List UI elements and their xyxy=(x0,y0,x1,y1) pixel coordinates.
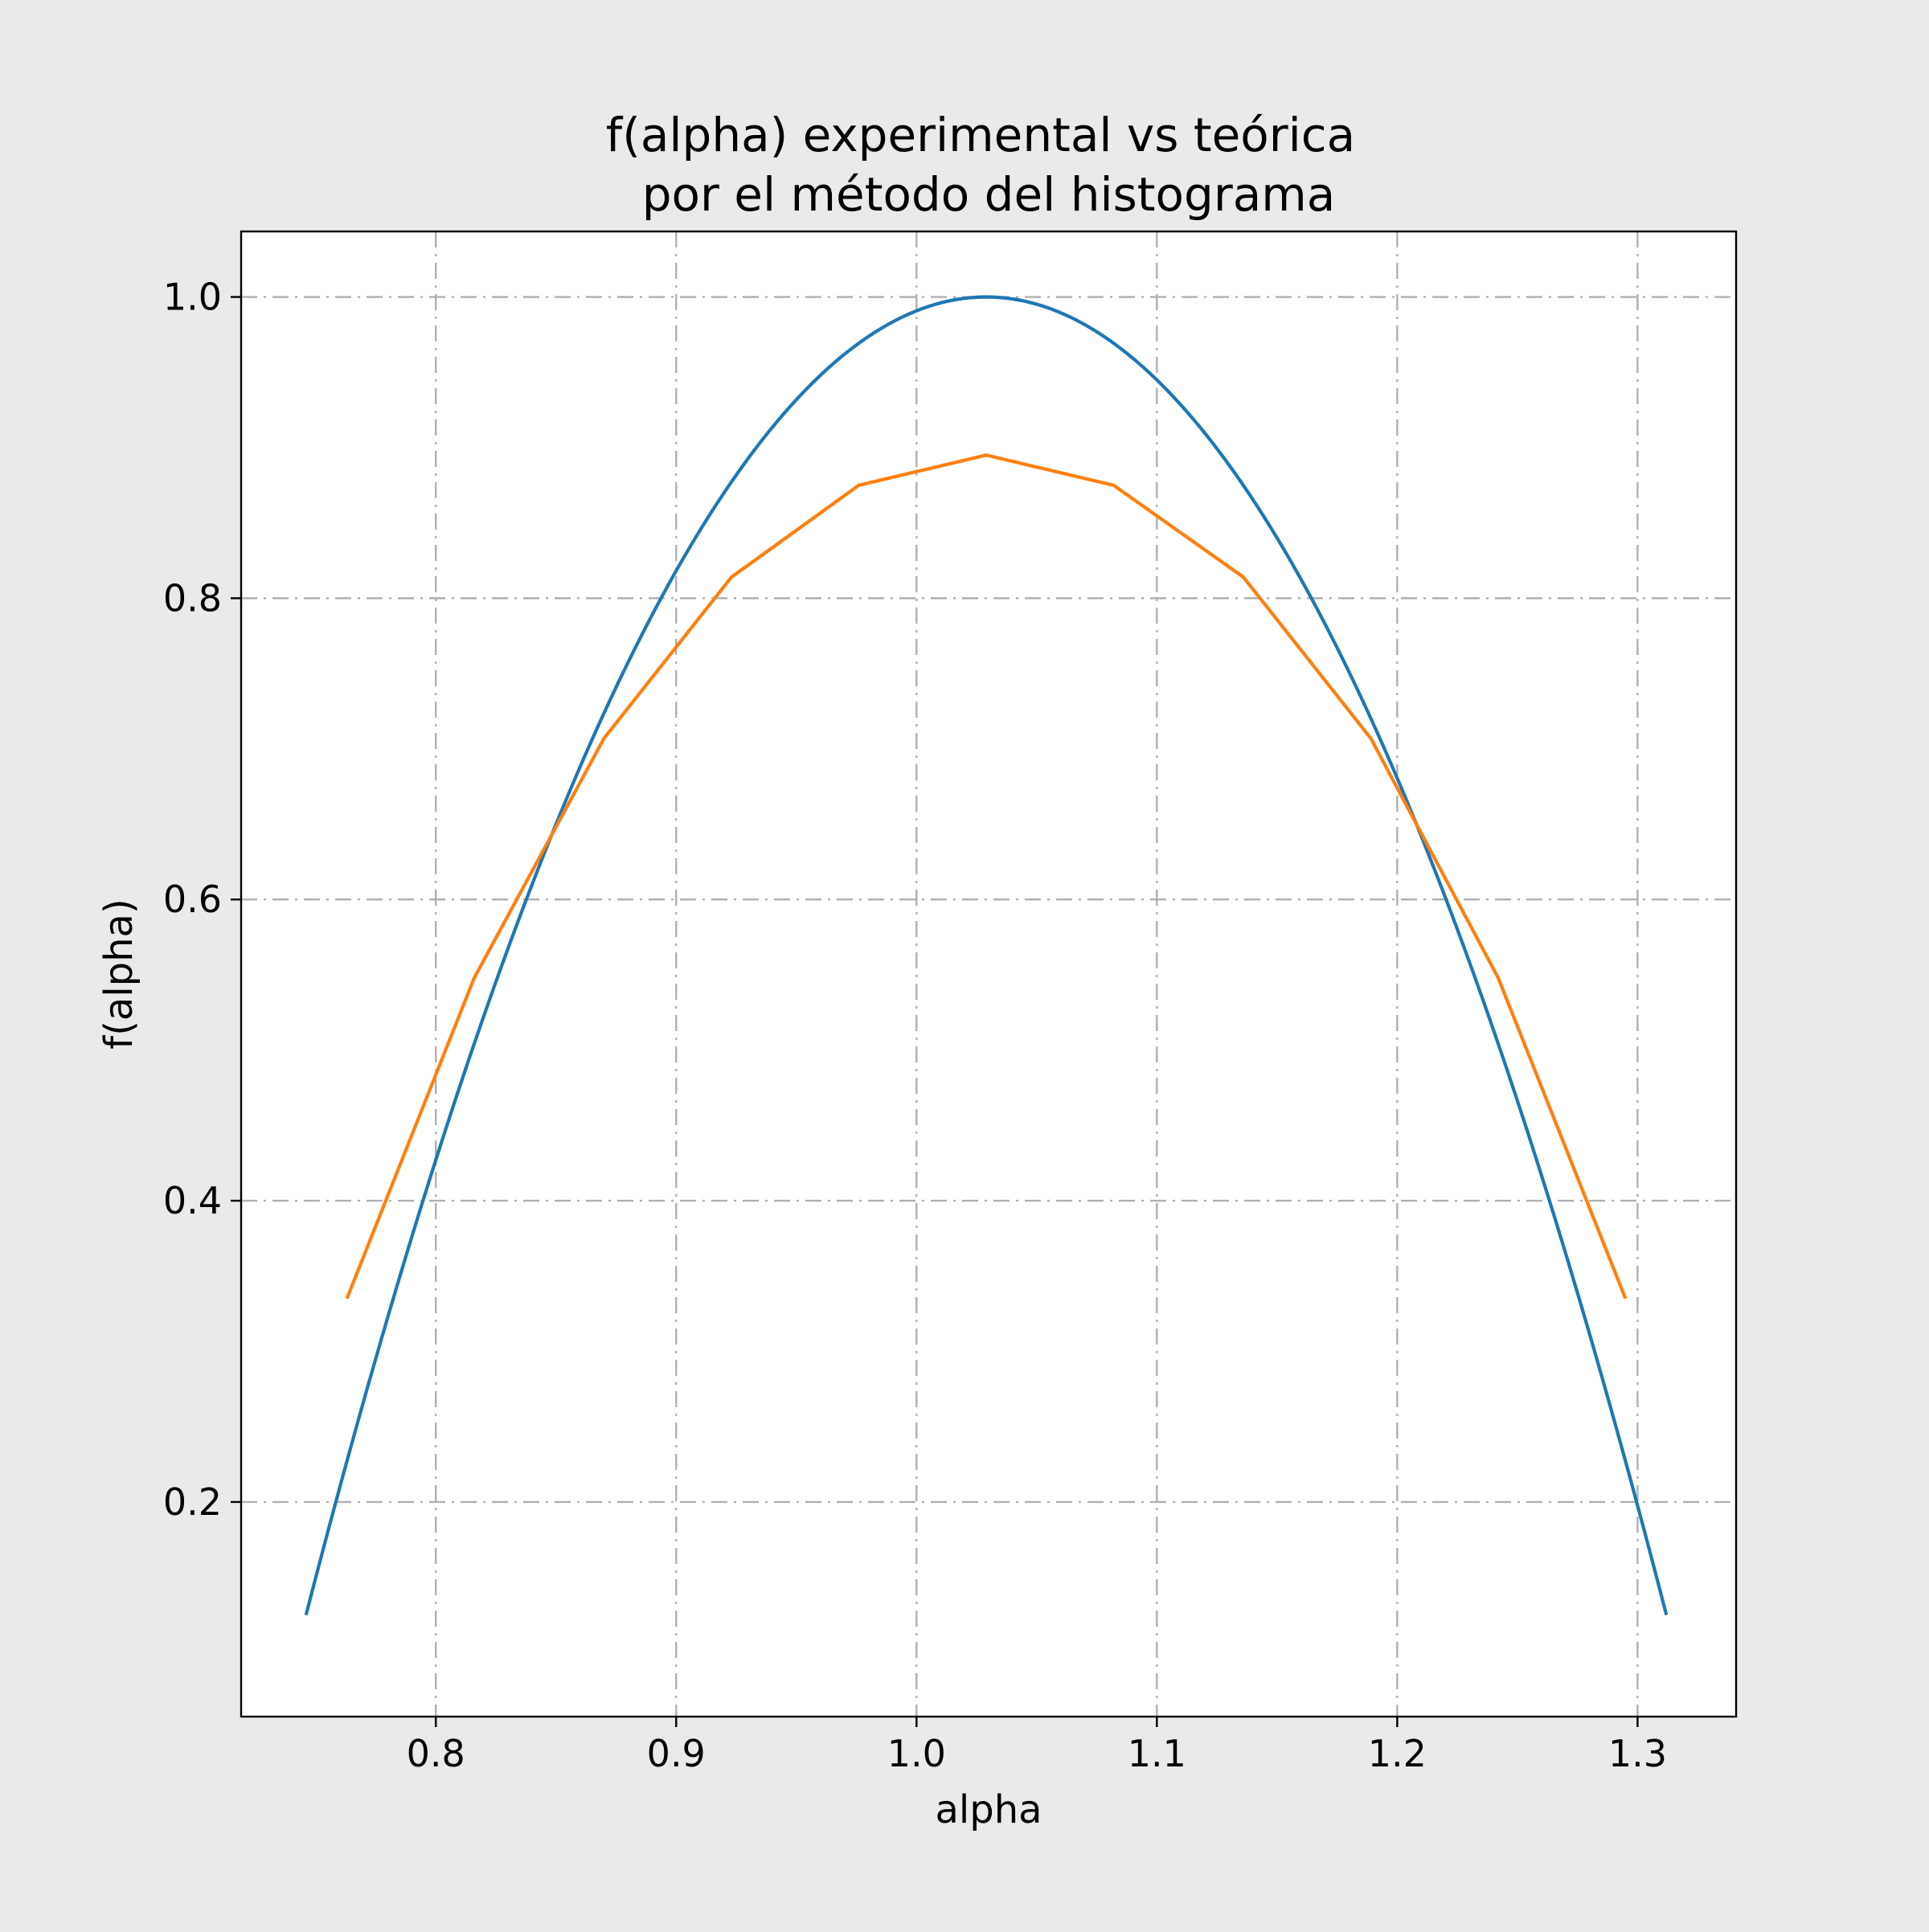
y-tick-label: 0.4 xyxy=(163,1179,222,1222)
series-line-2 xyxy=(345,453,1628,1300)
series-line-1 xyxy=(304,295,1669,1616)
y-tick-label: 0.2 xyxy=(163,1480,222,1524)
x-tick-label: 1.0 xyxy=(887,1732,946,1775)
y-tick-label: 1.0 xyxy=(163,276,222,319)
x-tick-label: 1.1 xyxy=(1128,1732,1186,1775)
x-tick-label: 0.9 xyxy=(647,1732,706,1775)
y-tick-label: 0.8 xyxy=(163,576,222,620)
chart-title-line2: por el método del histograma xyxy=(642,167,1336,222)
x-tick-label: 1.2 xyxy=(1368,1732,1427,1775)
y-tick-label: 0.6 xyxy=(163,878,222,921)
plot-frame xyxy=(240,230,1738,1718)
x-tick-label: 0.8 xyxy=(407,1732,465,1775)
y-axis-label: f(alpha) xyxy=(96,898,141,1049)
x-tick-label: 1.3 xyxy=(1608,1732,1667,1775)
x-axis-label: alpha xyxy=(935,1787,1042,1832)
ticks: 0.8 0.9 1.0 1.1 1.2 1.3 0.2 0.4 0.6 0.8 1.0 xyxy=(163,276,1667,1775)
chart-title-line1: f(alpha) experimental vs teórica xyxy=(606,108,1355,162)
grid xyxy=(241,231,1736,1717)
series-group xyxy=(304,295,1669,1616)
plot-area xyxy=(241,231,1736,1717)
